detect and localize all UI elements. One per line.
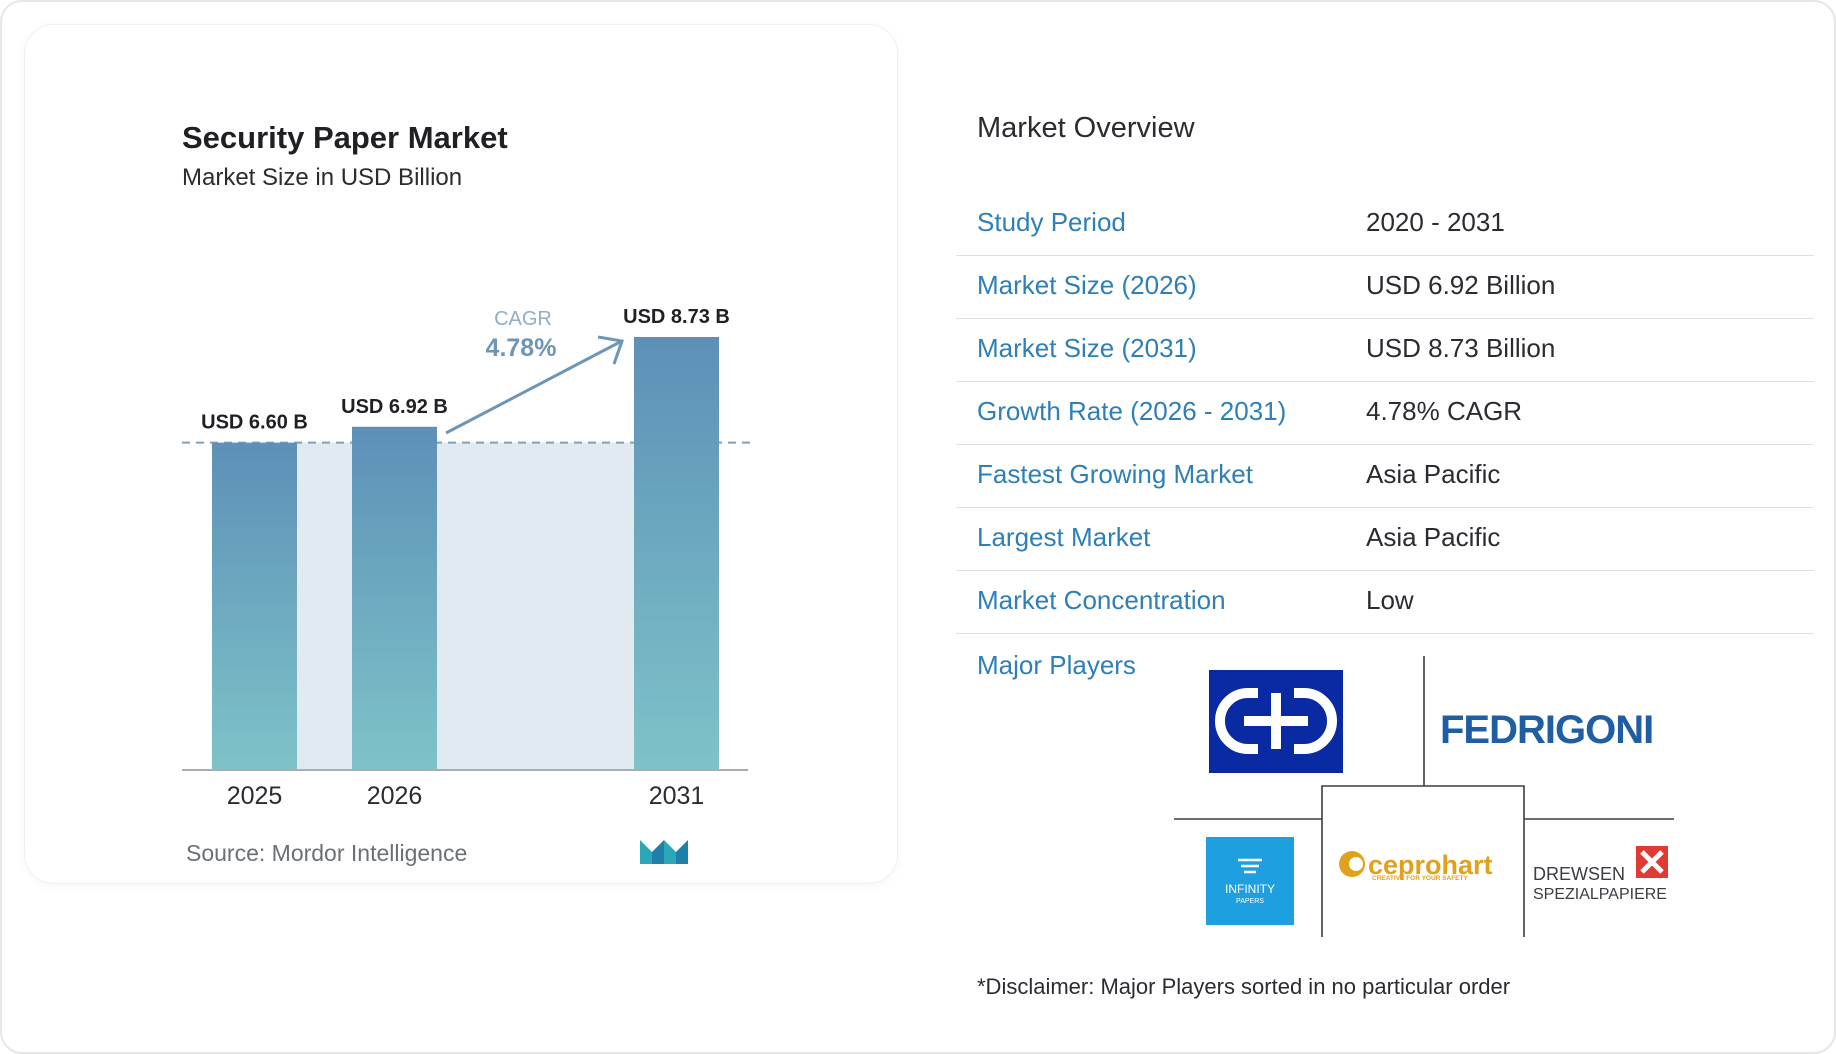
overview-row-label: Fastest Growing Market (977, 459, 1253, 489)
overview-title: Market Overview (977, 112, 1195, 144)
overview-row-value: USD 6.92 Billion (1366, 270, 1556, 300)
overview-row: Market Size (2031) USD 8.73 Billion (956, 319, 1814, 382)
bar (212, 442, 297, 770)
overview-row-label: Market Size (2031) (977, 333, 1197, 363)
cagr-arrow-head (597, 335, 625, 365)
bar-data-label: USD 6.60 B (201, 412, 308, 434)
bar (634, 337, 719, 770)
cagr-label: CAGR (494, 308, 552, 330)
bar-data-label: USD 6.92 B (341, 396, 448, 418)
overview-row: Study Period 2020 - 2031 (956, 193, 1814, 256)
cagr-value: 4.78% (486, 334, 557, 362)
mordor-logo-icon (640, 840, 688, 864)
overview-row-label: Market Size (2026) (977, 270, 1197, 300)
overview-row-value: Asia Pacific (1366, 459, 1501, 489)
bar-data-label: USD 8.73 B (623, 306, 730, 328)
overview-row: Growth Rate (2026 - 2031) 4.78% CAGR (956, 382, 1814, 445)
overview-row-label: Growth Rate (2026 - 2031) (977, 396, 1287, 426)
source-text: Source: Mordor Intelligence (186, 840, 468, 866)
overview-row: Largest Market Asia Pacific (956, 508, 1814, 571)
overview-row-value: USD 8.73 Billion (1366, 333, 1556, 363)
cagr-arrow (445, 340, 621, 435)
x-tick-label: 2026 (367, 782, 423, 810)
x-tick-label: 2025 (227, 782, 283, 810)
disclaimer-text: *Disclaimer: Major Players sorted in no … (977, 974, 1511, 999)
overview-row-label: Largest Market (977, 522, 1151, 552)
bar (352, 426, 437, 770)
x-tick-label: 2031 (649, 782, 705, 810)
overview-row-value: Low (1366, 585, 1414, 615)
overview-row-value: 4.78% CAGR (1366, 396, 1523, 426)
overview-row-label: Market Concentration (977, 585, 1226, 615)
overview-row-value: Asia Pacific (1366, 522, 1501, 552)
chart-subtitle: Market Size in USD Billion (182, 164, 463, 191)
overview-row: Fastest Growing Market Asia Pacific (956, 445, 1814, 508)
major-players-label: Major Players (977, 650, 1136, 680)
overview-row-label: Study Period (977, 207, 1126, 237)
bar-chart: USD 6.60 B 2025 USD 6.92 B 2026 USD 8.73 B 20… (182, 306, 752, 810)
overview-row: Market Concentration Low (956, 571, 1814, 634)
chart-title: Security Paper Market (182, 120, 508, 155)
overview-row-value: 2020 - 2031 (1366, 207, 1505, 237)
overview-table: Study Period 2020 - 2031 Market Size (20… (956, 193, 1814, 634)
overview-row: Market Size (2026) USD 6.92 Billion (956, 256, 1814, 319)
